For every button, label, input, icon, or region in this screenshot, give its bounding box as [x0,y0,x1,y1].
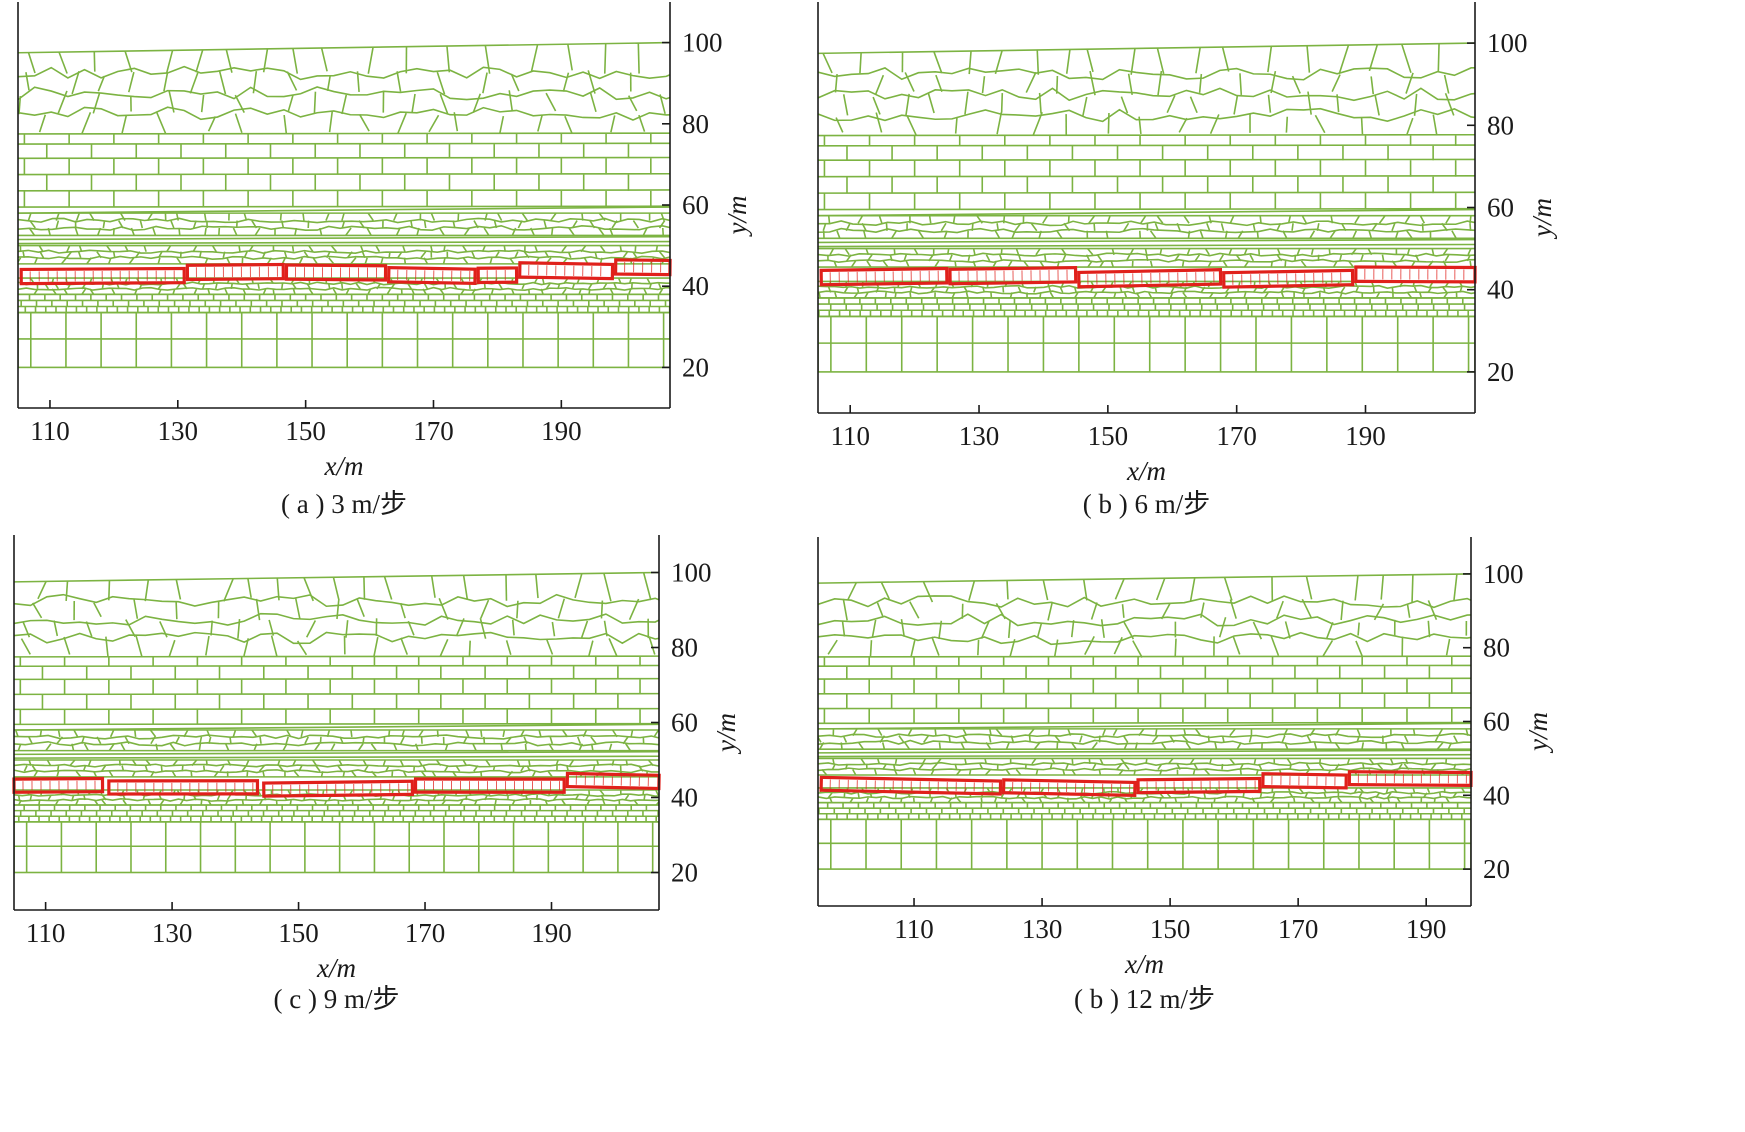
y-tick-label: 80 [682,109,709,139]
y-tick-label: 60 [1487,193,1514,223]
key-block [284,263,388,282]
x-tick-label: 130 [959,421,1000,451]
x-tick-label: 110 [30,416,70,446]
x-tick-label: 190 [531,918,572,948]
key-block [1354,265,1477,284]
x-axis-title: x/m [324,451,364,481]
key-block [819,775,1003,796]
key-block [1347,770,1473,788]
key-block [107,779,260,796]
key-block-group [12,771,661,798]
y-axis-title: y/m [1523,712,1553,754]
key-block [518,261,615,281]
y-tick-label: 60 [682,190,709,220]
axes [817,537,1472,907]
key-block [819,266,949,287]
y-tick-label: 40 [1483,780,1510,810]
x-tick-label: 150 [1150,914,1191,944]
x-axis-title: x/m [1124,949,1164,979]
x-tick-label: 110 [830,421,870,451]
x-axis-title: x/m [316,953,356,983]
rock-strata-mesh [818,573,1471,870]
x-tick-label: 150 [278,918,319,948]
x-tick-label: 110 [894,914,934,944]
y-axis-title: y/m [711,713,741,755]
y-tick-label: 40 [1487,275,1514,305]
x-tick-label: 170 [405,918,446,948]
key-block [1222,268,1355,289]
key-block [613,258,672,277]
x-axis-title: x/m [1126,456,1166,486]
y-tick-label: 100 [1487,28,1528,58]
y-axis-title: y/m [1527,198,1557,240]
axes [817,2,1476,414]
key-block [476,266,519,285]
x-tick-label: 110 [26,918,66,948]
y-tick-label: 100 [671,558,712,588]
y-tick-label: 20 [1483,854,1510,884]
y-tick-label: 20 [671,858,698,888]
key-block [1136,776,1262,795]
panel-caption: ( b ) 6 m/步 [1083,489,1211,519]
key-block [185,262,285,282]
rock-strata-mesh [14,571,659,874]
key-block-group [819,265,1477,289]
key-block [387,266,477,285]
key-block-group [19,258,672,286]
y-axis-title: y/m [722,196,752,238]
x-tick-label: 190 [541,416,582,446]
y-tick-label: 80 [1487,110,1514,140]
x-tick-label: 130 [1022,914,1063,944]
key-block [1077,268,1223,289]
key-block [948,265,1078,286]
y-tick-label: 40 [682,271,709,301]
key-block [262,779,415,798]
panel-caption: ( a ) 3 m/步 [281,489,407,519]
y-tick-label: 60 [671,708,698,738]
axes [13,535,660,911]
panel-b: 110 130 150 170 190 20 40 60 80 100 x/m y/m ( b ) 6 … [817,2,1557,519]
x-tick-label: 170 [1216,421,1257,451]
axes [17,2,671,409]
rock-strata-mesh [18,41,670,369]
x-tick-label: 190 [1406,914,1447,944]
y-tick-label: 60 [1483,707,1510,737]
y-tick-label: 100 [682,28,723,58]
x-tick-label: 190 [1345,421,1386,451]
x-tick-label: 170 [1278,914,1319,944]
y-tick-label: 40 [671,783,698,813]
y-tick-label: 80 [671,633,698,663]
key-block [413,777,566,794]
panel-a: 110 130 150 170 190 20 40 60 80 100 x/m y/m ( a ) 3 … [17,2,752,519]
key-block [19,266,186,286]
panel-caption: ( c ) 9 m/步 [274,984,400,1014]
x-tick-label: 150 [1088,421,1129,451]
rock-strata-mesh [818,42,1475,373]
panel-c: 110 130 150 170 190 20 40 60 80 100 x/m y/m ( c ) 9 … [12,535,741,1014]
y-tick-label: 100 [1483,559,1524,589]
panel-d: 110 130 150 170 190 20 40 60 80 100 x/m y/m ( b ) 12… [817,537,1553,1014]
key-block [1261,772,1348,790]
x-tick-label: 170 [413,416,454,446]
y-tick-label: 80 [1483,633,1510,663]
x-tick-label: 130 [158,416,199,446]
key-block [1001,778,1137,797]
x-tick-label: 130 [152,918,193,948]
x-tick-label: 150 [285,416,326,446]
y-tick-label: 20 [682,352,709,382]
y-tick-label: 20 [1487,357,1514,387]
panel-caption: ( b ) 12 m/步 [1074,984,1215,1014]
